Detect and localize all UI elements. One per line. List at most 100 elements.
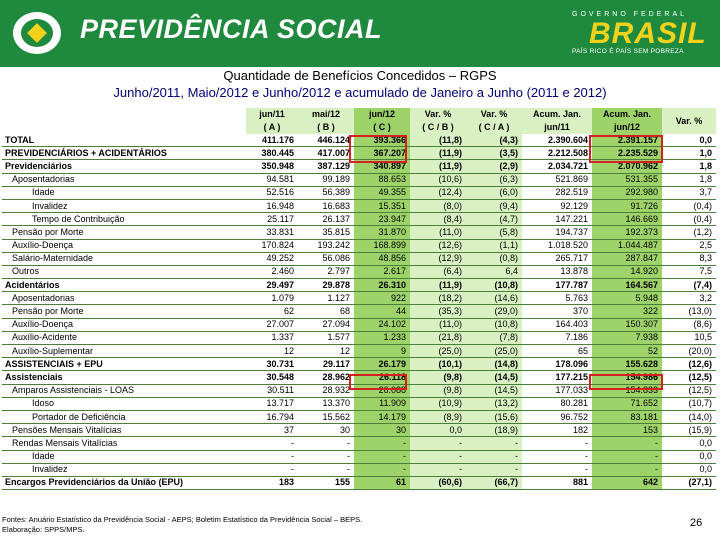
table-cell: 30 <box>354 423 410 438</box>
table-cell: 26.137 <box>298 212 354 227</box>
table-cell: - <box>410 436 466 451</box>
table-row: Auxílio-Suplementar 12 12 9 (25,0) (25,0) 65 52… <box>2 344 716 359</box>
table-cell: 340.897 <box>354 159 410 174</box>
table-cell: (20,0) <box>662 344 716 359</box>
row-label: Aposentadorias <box>2 291 246 306</box>
corner-cell <box>2 121 246 134</box>
table-cell: 49.252 <box>246 252 298 266</box>
table-cell: - <box>410 450 466 464</box>
row-label: Pensão por Morte <box>2 304 246 319</box>
table-row: Invalidez 16.948 16.683 15.351 (8,0) (9,4) 92.… <box>2 199 716 214</box>
table-cell: (35,3) <box>410 304 466 319</box>
table-row: Idade 52.516 56.389 49.355 (12,4) (6,0) 282.51… <box>2 186 716 200</box>
row-label: Idade <box>2 450 246 464</box>
table-cell: (7,8) <box>466 331 522 346</box>
table-cell: 10,5 <box>662 331 716 346</box>
table-cell: - <box>592 463 662 477</box>
table-cell: (8,0) <box>410 199 466 214</box>
table-cell: - <box>246 450 298 464</box>
table-cell: 0,0 <box>410 423 466 438</box>
table-cell: 168.899 <box>354 239 410 253</box>
table-cell: 26.310 <box>354 278 410 293</box>
tagline: PAÍS RICO É PAÍS SEM POBREZA <box>572 48 684 55</box>
table-cell: (18,2) <box>410 291 466 306</box>
table-cell: 24.102 <box>354 318 410 332</box>
table-cell: 0,0 <box>662 450 716 464</box>
table-cell: 5.948 <box>592 291 662 306</box>
table-cell: 1.337 <box>246 331 298 346</box>
table-cell: 1,0 <box>662 146 716 161</box>
row-label: Auxílio-Acidente <box>2 331 246 346</box>
col-subheader: ( C / A ) <box>466 121 522 134</box>
table-cell: 12 <box>298 344 354 359</box>
table-row: Outros 2.460 2.797 2.617 (6,4) 6,4 13.878 14.92… <box>2 265 716 280</box>
table-cell: 13.878 <box>522 265 592 280</box>
table-cell: 350.948 <box>246 159 298 174</box>
table-cell: - <box>522 436 592 451</box>
table-cell: 56.086 <box>298 252 354 266</box>
row-label: Encargos Previdenciários da União (EPU) <box>2 476 246 491</box>
table-cell: (11,9) <box>410 278 466 293</box>
table-cell: 446.124 <box>298 134 354 148</box>
table-cell: (25,0) <box>410 344 466 359</box>
table-cell: 52 <box>592 344 662 359</box>
table-cell: - <box>298 436 354 451</box>
col-subheader: ( B ) <box>298 121 354 134</box>
table-cell: (11,0) <box>410 318 466 332</box>
table-cell: 393.366 <box>354 134 410 148</box>
table-cell: (14,0) <box>662 410 716 425</box>
table-cell: 94.581 <box>246 173 298 187</box>
table-cell: 1.577 <box>298 331 354 346</box>
table-cell: 13.717 <box>246 397 298 411</box>
header-row-1: jun/11 mai/12 jun/12 Var. % Var. % Acum.… <box>2 108 716 134</box>
table-cell: 183 <box>246 476 298 491</box>
table-row: Pensão por Morte 33.831 35.815 31.870 (11,0)… <box>2 225 716 240</box>
table-cell: 192.373 <box>592 225 662 240</box>
table-cell: 27.094 <box>298 318 354 332</box>
table-cell: (3,5) <box>466 146 522 161</box>
table-cell: - <box>466 463 522 477</box>
table-cell: 25.117 <box>246 212 298 227</box>
table-cell: 56.389 <box>298 186 354 200</box>
table-row: Auxílio-Doença 170.824 193.242 168.899 (12,6… <box>2 239 716 253</box>
table-cell: 370 <box>522 304 592 319</box>
table-cell: - <box>410 463 466 477</box>
row-label: Invalidez <box>2 199 246 214</box>
row-label: Pensões Mensais Vitalícias <box>2 423 246 438</box>
table-cell: (15,9) <box>662 423 716 438</box>
table-row: Amparos Assistenciais - LOAS 30.511 28.932… <box>2 384 716 398</box>
table-cell: 1,8 <box>662 159 716 174</box>
col-header: Acum. Jan. <box>522 108 592 121</box>
table-cell: (11,9) <box>410 146 466 161</box>
table-cell: (15,6) <box>466 410 522 425</box>
table-cell: 31.870 <box>354 225 410 240</box>
corner-cell <box>2 108 246 121</box>
table-cell: (10,7) <box>662 397 716 411</box>
table-cell: 27.007 <box>246 318 298 332</box>
table-cell: 0,0 <box>662 134 716 148</box>
row-label: Auxílio-Doença <box>2 318 246 332</box>
gov-label: GOVERNO FEDERAL <box>572 11 688 18</box>
table-cell: 16.683 <box>298 199 354 214</box>
table-row: Salário-Maternidade 49.252 56.086 48.856 (12… <box>2 252 716 266</box>
table-cell: - <box>354 463 410 477</box>
table-cell: 28.932 <box>298 384 354 398</box>
table-cell: (4,3) <box>466 134 522 148</box>
table-cell: - <box>522 463 592 477</box>
col-header: jun/12 <box>354 108 410 121</box>
table-cell: 170.824 <box>246 239 298 253</box>
table-cell: 2.235.529 <box>592 146 662 161</box>
table-cell: 2.390.604 <box>522 134 592 148</box>
table-cell: (66,7) <box>466 476 522 491</box>
table-cell: 155 <box>298 476 354 491</box>
table-cell: (9,8) <box>410 370 466 385</box>
table-cell: (25,0) <box>466 344 522 359</box>
table-cell: 7.186 <box>522 331 592 346</box>
table-cell: 411.176 <box>246 134 298 148</box>
table-cell: 367.207 <box>354 146 410 161</box>
row-label: Idade <box>2 186 246 200</box>
table-cell: - <box>466 450 522 464</box>
table-cell: (9,8) <box>410 384 466 398</box>
brasil-logo: BRASIL <box>589 17 707 50</box>
row-label: TOTAL <box>2 134 246 148</box>
